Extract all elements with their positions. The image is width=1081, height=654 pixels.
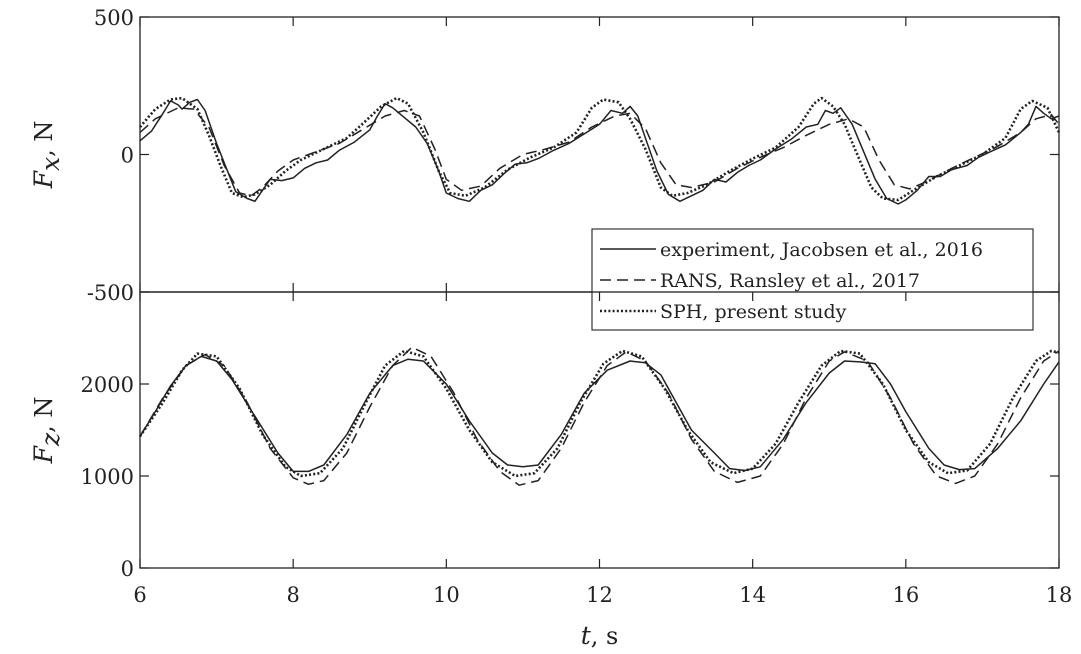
x-tick-label: 18	[1046, 583, 1073, 607]
series-line-dashed-top	[139, 107, 1060, 197]
y-tick-label-bottom: 0	[121, 557, 134, 581]
y-tick-label-top: 0	[121, 144, 134, 168]
series-group-top	[139, 96, 1061, 205]
legend-entry-dotted: SPH, present study	[660, 301, 847, 323]
y-tick-label-bottom: 1000	[81, 465, 134, 489]
x-tick-label: 6	[133, 583, 146, 607]
series-line-dotted-bottom	[138, 349, 1060, 478]
legend-entry-solid: experiment, Jacobsen et al., 2016	[660, 239, 983, 261]
panel-top-fx: -500 0 500 Fx, N experiment, Jacobsen et al.…	[29, 6, 1061, 331]
legend-box	[591, 228, 1034, 331]
x-tick-label: 12	[586, 583, 613, 607]
legend-entry-dashed: RANS, Ransley et al., 2017	[660, 270, 920, 292]
x-axis-label: t, s	[581, 621, 619, 650]
series-group-bottom	[138, 346, 1060, 486]
y-tick-label-bottom: 2000	[81, 373, 134, 397]
y-axis-label-top: Fx, N	[29, 121, 65, 190]
y-tick-label-top: -500	[87, 281, 134, 305]
x-tick-label: 8	[286, 583, 299, 607]
y-axis-label-bottom: Fz, N	[29, 397, 65, 465]
series-line-solid-bottom	[139, 355, 1060, 473]
x-tick-label: 14	[739, 583, 766, 607]
legend: experiment, Jacobsen et al., 2016 RANS, R…	[591, 228, 1034, 331]
panel-bottom-fz: 0 1000 2000 6 8 10 12 14 16 18 t, s Fz, N	[29, 291, 1073, 650]
y-tick-label-top: 500	[94, 6, 134, 30]
series-line-dotted-top	[139, 96, 1061, 202]
x-tick-label: 16	[892, 583, 919, 607]
series-line-dashed-bottom	[139, 346, 1060, 486]
x-tick-label: 10	[433, 583, 460, 607]
